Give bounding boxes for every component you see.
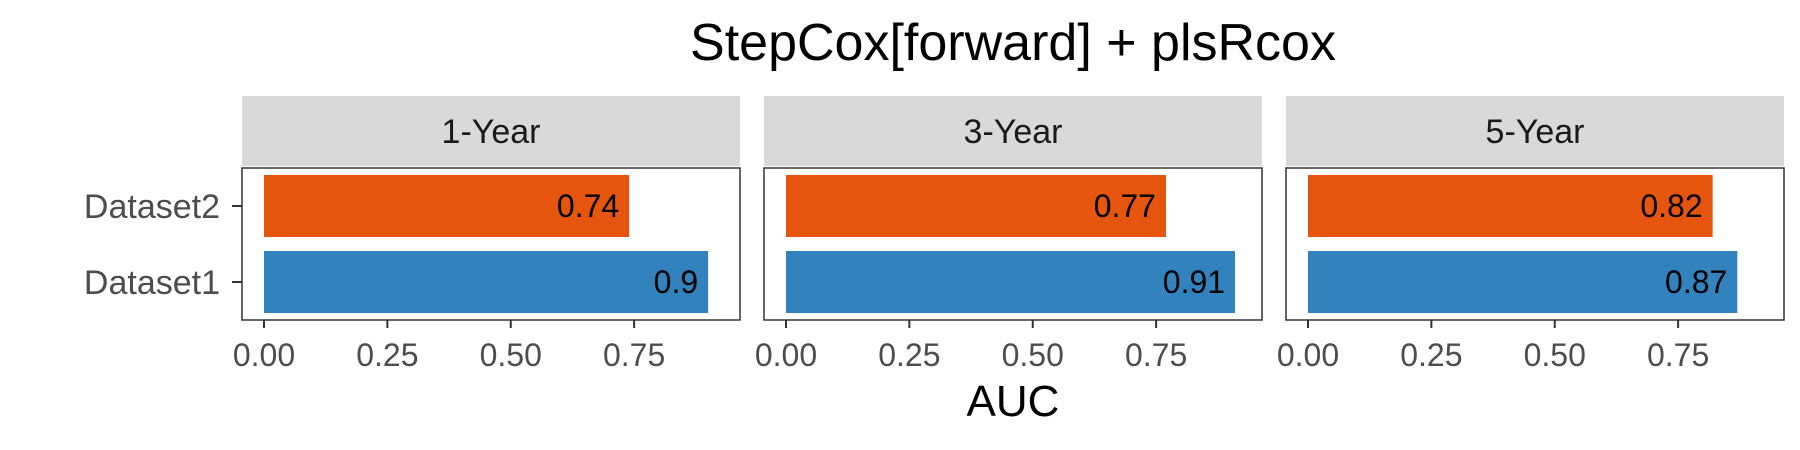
x-tick-label: 0.00 (755, 337, 817, 373)
facet-strip-label: 5-Year (1486, 113, 1585, 151)
x-tick-label: 0.50 (1524, 337, 1586, 373)
x-axis-label: AUC (967, 377, 1060, 426)
bar-dataset1 (1308, 251, 1738, 313)
facet-strip (1286, 96, 1784, 166)
facet-5-year: 5-Year 0.82 0.87 0.00 0.25 0.50 0.75 (1277, 96, 1785, 373)
x-tick-label: 0.25 (878, 337, 940, 373)
x-tick-label: 0.00 (233, 337, 295, 373)
bar-dataset2 (786, 175, 1166, 237)
x-tick-label: 0.75 (1647, 337, 1709, 373)
bar-value-label: 0.74 (557, 188, 619, 224)
facet-panels: 1-Year 0.74 0.9 0.00 0.25 0.50 0.75 3-Year 0.77 0… (233, 96, 1785, 373)
bar-value-label: 0.87 (1665, 264, 1727, 300)
x-tick-label: 0.50 (1002, 337, 1064, 373)
facet-1-year: 1-Year 0.74 0.9 0.00 0.25 0.50 0.75 (233, 96, 741, 373)
x-tick-label: 0.00 (1277, 337, 1339, 373)
bar-value-label: 0.82 (1640, 188, 1702, 224)
x-tick-label: 0.25 (356, 337, 418, 373)
facet-strip-label: 1-Year (442, 113, 541, 151)
bar-dataset2 (1308, 175, 1713, 237)
panel-border (241, 167, 741, 321)
y-axis: Dataset2 Dataset1 (84, 188, 242, 302)
facet-strip (764, 96, 1262, 166)
bar-dataset2 (264, 175, 630, 237)
y-tick-label-dataset2: Dataset2 (84, 188, 220, 226)
bar-dataset1 (264, 251, 709, 313)
bar-dataset1 (786, 251, 1236, 313)
facet-strip-label: 3-Year (964, 113, 1063, 151)
bar-value-label: 0.91 (1163, 264, 1225, 300)
x-tick-label: 0.50 (480, 337, 542, 373)
panel-border (763, 167, 1263, 321)
facet-strip (242, 96, 740, 166)
bar-value-label: 0.9 (654, 264, 698, 300)
facet-3-year: 3-Year 0.77 0.91 0.00 0.25 0.50 0.75 (755, 96, 1263, 373)
x-tick-label: 0.25 (1400, 337, 1462, 373)
panel-border (1285, 167, 1785, 321)
x-tick-label: 0.75 (1125, 337, 1187, 373)
x-tick-label: 0.75 (603, 337, 665, 373)
y-tick-label-dataset1: Dataset1 (84, 264, 220, 302)
chart-title: StepCox[forward] + plsRcox (690, 14, 1336, 72)
bar-value-label: 0.77 (1094, 188, 1156, 224)
